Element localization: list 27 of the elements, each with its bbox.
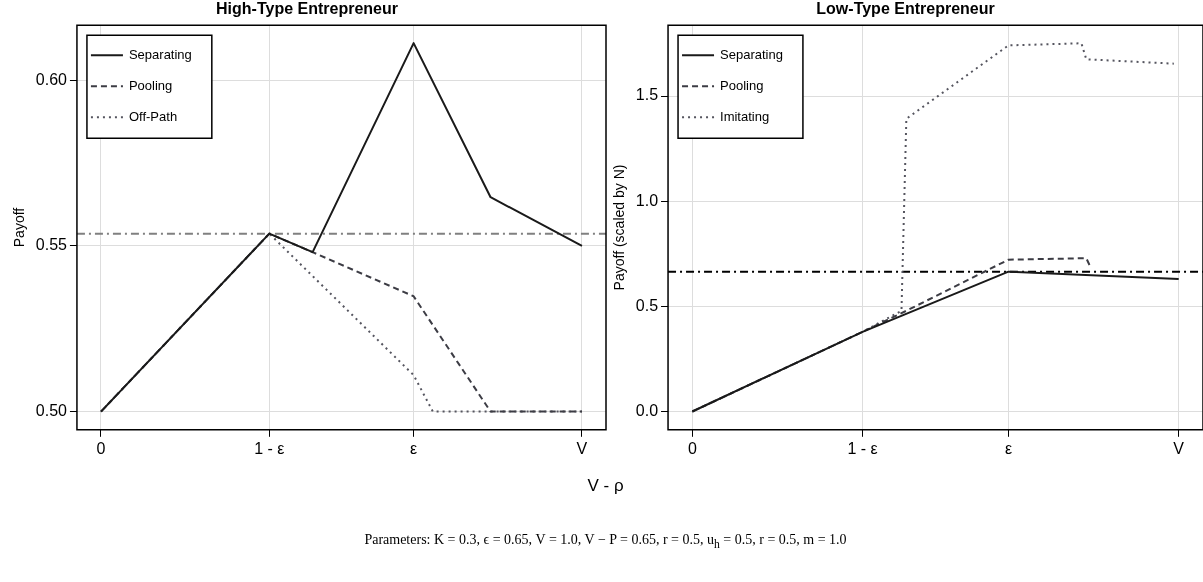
y-tick-label: 0.0 [635,401,659,419]
x-tick-label: 1 - ε [847,439,878,457]
x-tick-label: 0 [96,439,106,457]
y-tick-label: 0.55 [35,236,68,254]
y-tick-label: 0.5 [635,296,659,314]
legend-label: Imitating [720,108,770,124]
legend-label: Separating [128,46,192,62]
x-axis-title: V - ρ [586,476,625,496]
y-tick-label: 0.60 [35,70,68,88]
y-axis-title: Payoff [11,207,28,248]
y-tick-label: 1.0 [635,191,659,209]
chart-title: High-Type Entrepreneur [216,0,398,18]
y-axis-title: Payoff (scaled by N) [611,164,628,291]
legend-label: Pooling [720,77,764,93]
x-tick-label: ε [1004,439,1013,457]
x-tick-label: ε [410,439,418,457]
y-tick-label: 1.5 [635,86,659,104]
x-tick-label: V [576,439,588,457]
legend-label: Separating [720,46,783,62]
y-tick-label: 0.50 [35,401,68,419]
x-tick-label: 1 - ε [254,439,285,457]
legend-label: Pooling [128,77,173,93]
x-tick-label: V [1173,439,1185,457]
chart-title: Low-Type Entrepreneur [816,0,995,18]
text: Parameters: K = 0.3, ϵ = 0.65, V = 1.0, V − P = 0.65, r = 0.5, u$_{h}$ = 0.5, r = 0.5, m = 1.0 [363,532,848,551]
x-tick-label: 0 [687,439,697,457]
legend-label: Off-Path [128,108,178,124]
